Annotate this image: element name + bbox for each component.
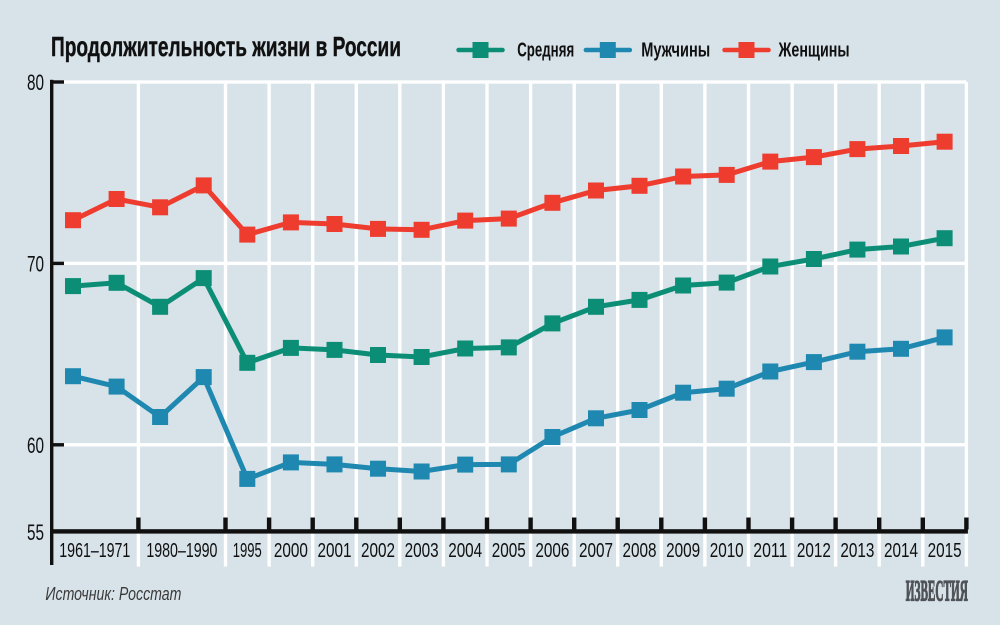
svg-text:2011: 2011 — [753, 540, 787, 562]
svg-text:2013: 2013 — [840, 540, 874, 562]
svg-text:Продолжительность жизни в Росс: Продолжительность жизни в России — [51, 31, 401, 62]
svg-text:2008: 2008 — [623, 540, 657, 562]
svg-text:2005: 2005 — [492, 540, 526, 562]
svg-text:1995: 1995 — [233, 540, 262, 562]
svg-text:2012: 2012 — [797, 540, 831, 562]
svg-text:2007: 2007 — [579, 540, 613, 562]
svg-text:Мужчины: Мужчины — [641, 39, 710, 61]
svg-text:2010: 2010 — [710, 540, 744, 562]
svg-text:2001: 2001 — [318, 540, 352, 562]
svg-text:55: 55 — [27, 520, 44, 545]
svg-text:1961–1971: 1961–1971 — [59, 540, 130, 562]
svg-text:1980–1990: 1980–1990 — [146, 540, 217, 562]
svg-text:2002: 2002 — [361, 540, 395, 562]
svg-text:Средняя: Средняя — [517, 39, 574, 61]
svg-text:2015: 2015 — [928, 540, 962, 562]
svg-text:2006: 2006 — [535, 540, 569, 562]
svg-text:2003: 2003 — [405, 540, 439, 562]
svg-text:70: 70 — [27, 251, 44, 276]
svg-text:2004: 2004 — [448, 540, 482, 562]
svg-text:2009: 2009 — [666, 540, 700, 562]
svg-text:ИЗВЕСТИЯ: ИЗВЕСТИЯ — [906, 575, 968, 607]
svg-text:2000: 2000 — [274, 540, 308, 562]
svg-text:Источник: Росстат: Источник: Росстат — [45, 583, 181, 604]
svg-text:2014: 2014 — [884, 540, 918, 562]
svg-text:60: 60 — [27, 433, 44, 458]
svg-text:80: 80 — [27, 70, 44, 95]
svg-text:Женщины: Женщины — [778, 39, 850, 61]
